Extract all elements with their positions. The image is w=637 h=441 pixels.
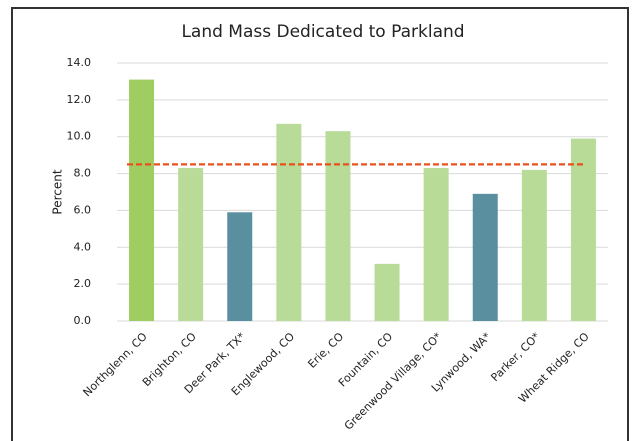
y-tick-label: 4.0 (74, 240, 92, 253)
bar (423, 168, 449, 321)
y-axis-label: Percent (51, 169, 65, 214)
y-tick-label: 10.0 (67, 130, 92, 143)
bar (570, 138, 596, 321)
y-tick-label: 14.0 (67, 56, 92, 69)
y-tick-label: 0.0 (74, 314, 92, 327)
y-tick-label: 12.0 (67, 93, 92, 106)
y-tick-label: 2.0 (74, 277, 92, 290)
bar (374, 263, 400, 321)
chart-title: Land Mass Dedicated to Parkland (181, 22, 464, 42)
y-tick-label: 8.0 (74, 167, 92, 180)
bar (178, 168, 204, 321)
bar (521, 169, 547, 321)
y-tick-label: 6.0 (74, 203, 92, 216)
bar (276, 123, 302, 321)
bar (325, 131, 351, 321)
bar (472, 193, 498, 321)
bar (129, 79, 155, 321)
bar (227, 212, 253, 321)
